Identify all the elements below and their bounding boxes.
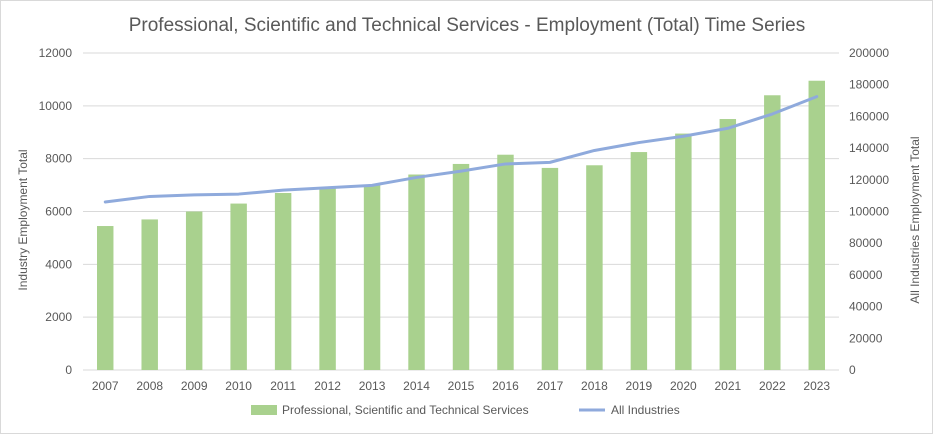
right-tick-label: 0	[849, 363, 856, 377]
line-series	[103, 95, 819, 204]
right-tick-label: 40000	[849, 300, 883, 314]
right-tick-label: 80000	[849, 236, 883, 250]
right-tick-label: 20000	[849, 331, 883, 345]
bar	[630, 152, 648, 370]
series-line-all-industries	[103, 95, 819, 204]
x-tick-label: 2012	[314, 379, 341, 393]
legend: Professional, Scientific and Technical S…	[251, 403, 680, 417]
left-tick-label: 10000	[39, 99, 73, 113]
left-axis-ticks: 0 2000 4000 6000 8000 10000 12000	[39, 46, 73, 377]
x-tick-label: 2017	[537, 379, 564, 393]
legend-label-bars: Professional, Scientific and Technical S…	[282, 403, 529, 417]
x-tick-label: 2022	[759, 379, 786, 393]
legend-label-line: All Industries	[611, 403, 680, 417]
bar	[719, 119, 737, 371]
right-tick-label: 140000	[849, 141, 889, 155]
x-tick-label: 2021	[714, 379, 741, 393]
bar	[319, 187, 336, 370]
left-tick-label: 8000	[45, 152, 72, 166]
left-tick-label: 0	[65, 363, 72, 377]
x-tick-label: 2018	[581, 379, 608, 393]
bar	[363, 185, 381, 370]
bar	[541, 167, 559, 370]
right-tick-label: 60000	[849, 268, 883, 282]
left-tick-label: 6000	[45, 205, 72, 219]
bar	[408, 174, 425, 370]
bar	[97, 226, 114, 370]
x-tick-label: 2009	[181, 379, 208, 393]
bar	[586, 165, 603, 370]
left-tick-label: 12000	[39, 46, 73, 60]
x-tick-label: 2023	[803, 379, 830, 393]
bar	[808, 80, 825, 371]
right-axis-ticks: 0 20000 40000 60000 80000 100000 120000 140000 1…	[849, 46, 889, 377]
x-tick-label: 2011	[270, 379, 296, 393]
bar	[675, 133, 692, 370]
right-tick-label: 200000	[849, 46, 889, 60]
bar	[230, 203, 247, 370]
right-tick-label: 180000	[849, 78, 889, 92]
x-tick-label: 2016	[492, 379, 519, 393]
x-tick-label: 2008	[136, 379, 163, 393]
bar-series	[97, 80, 825, 371]
right-tick-label: 100000	[849, 205, 889, 219]
x-tick-label: 2014	[403, 379, 430, 393]
x-tick-label: 2013	[359, 379, 386, 393]
x-tick-label: 2019	[626, 379, 653, 393]
left-tick-label: 2000	[45, 310, 72, 324]
left-axis-label: Industry Employment Total	[16, 149, 30, 290]
x-tick-label: 2020	[670, 379, 697, 393]
bar	[497, 154, 514, 370]
x-tick-label: 2007	[92, 379, 119, 393]
right-tick-label: 120000	[849, 173, 889, 187]
chart-title: Professional, Scientific and Technical S…	[129, 15, 806, 36]
bar	[274, 193, 292, 370]
right-axis-label: All Industries Employment Total	[908, 136, 922, 303]
x-tick-label: 2015	[448, 379, 475, 393]
left-tick-label: 4000	[45, 257, 72, 271]
bar	[141, 219, 158, 370]
bar	[185, 211, 203, 370]
bar	[764, 95, 781, 371]
x-tick-label: 2010	[225, 379, 252, 393]
right-tick-label: 160000	[849, 109, 889, 123]
x-axis-ticks: 2007 2008 2009 2010 2011 2012 2013 2014 2015 2016…	[92, 379, 831, 393]
bar	[452, 163, 470, 370]
legend-swatch-bars	[251, 405, 277, 415]
